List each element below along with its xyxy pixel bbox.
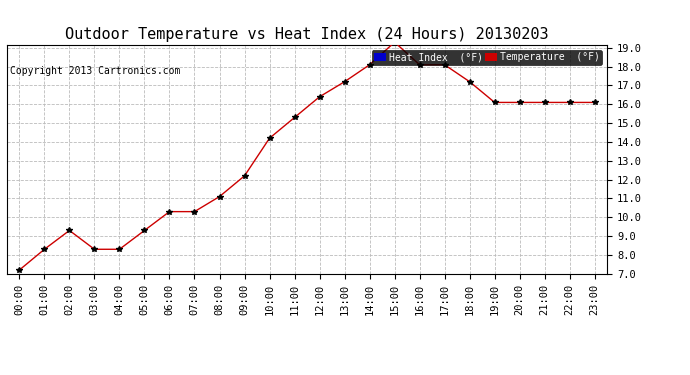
Text: Copyright 2013 Cartronics.com: Copyright 2013 Cartronics.com: [10, 66, 181, 76]
Title: Outdoor Temperature vs Heat Index (24 Hours) 20130203: Outdoor Temperature vs Heat Index (24 Ho…: [66, 27, 549, 42]
Legend: Heat Index  (°F), Temperature  (°F): Heat Index (°F), Temperature (°F): [371, 50, 602, 65]
